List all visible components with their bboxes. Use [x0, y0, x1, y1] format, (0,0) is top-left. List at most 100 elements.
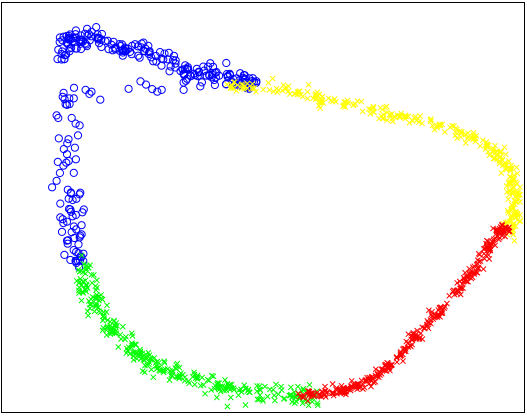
- data-point-circle: [70, 143, 80, 152]
- data-point-x: [341, 386, 348, 393]
- data-point-x: [359, 108, 366, 115]
- data-point-x: [412, 331, 419, 338]
- data-point-x: [161, 366, 168, 373]
- data-point-x: [388, 362, 395, 369]
- data-point-x: [454, 135, 461, 142]
- data-point-x: [80, 289, 87, 296]
- data-point-x: [271, 392, 278, 399]
- data-point-x: [174, 360, 181, 367]
- data-point-x: [238, 81, 245, 88]
- data-point-x: [85, 312, 92, 319]
- data-point-x: [438, 310, 445, 317]
- data-point-circle: [166, 62, 175, 71]
- data-point-x: [240, 81, 247, 88]
- data-point-x: [265, 79, 272, 86]
- data-point-x: [321, 392, 328, 399]
- data-point-circle: [48, 183, 57, 192]
- data-point-x: [505, 179, 512, 186]
- data-point-x: [393, 353, 400, 360]
- data-point-x: [153, 365, 160, 372]
- data-point-x: [294, 91, 301, 98]
- data-point-x: [508, 205, 515, 212]
- data-point-x: [483, 240, 490, 247]
- data-point-x: [161, 358, 168, 365]
- data-point-x: [372, 378, 379, 385]
- data-point-x: [280, 396, 287, 403]
- data-point-x: [350, 101, 357, 108]
- data-point-x: [189, 373, 196, 380]
- data-point-x: [111, 317, 118, 324]
- data-point-x: [254, 382, 260, 389]
- data-point-x: [224, 385, 231, 391]
- data-point-circle: [131, 40, 140, 49]
- data-point-x: [368, 383, 374, 390]
- data-point-x: [179, 371, 186, 378]
- data-point-x: [231, 79, 238, 86]
- data-point-circle: [124, 84, 133, 93]
- data-point-circle: [62, 217, 72, 226]
- data-point-x: [254, 388, 260, 395]
- data-point-circle: [141, 80, 151, 89]
- data-point-x: [453, 126, 460, 133]
- data-point-x: [455, 287, 462, 294]
- data-point-x: [507, 179, 514, 186]
- data-point-x: [285, 83, 292, 90]
- data-point-circle: [121, 44, 130, 53]
- data-point-x: [509, 176, 516, 183]
- data-point-x: [472, 135, 479, 142]
- data-point-circle: [134, 51, 143, 60]
- data-point-x: [352, 100, 359, 107]
- data-point-x: [318, 96, 325, 103]
- data-point-circle: [64, 40, 73, 49]
- data-point-circle: [59, 88, 68, 97]
- data-point-x: [274, 89, 281, 96]
- data-point-x: [400, 358, 406, 365]
- data-point-x: [224, 403, 231, 410]
- data-point-circle: [54, 134, 63, 143]
- data-point-x: [376, 115, 383, 122]
- data-point-circle: [52, 111, 61, 120]
- data-point-circle: [71, 44, 80, 53]
- data-point-x: [194, 372, 201, 379]
- data-point-x: [492, 148, 499, 155]
- data-point-circle: [63, 239, 72, 248]
- data-point-x: [161, 359, 168, 366]
- data-point-x: [447, 124, 454, 131]
- data-point-x: [365, 106, 372, 113]
- data-point-x: [141, 357, 148, 364]
- data-point-x: [492, 242, 499, 249]
- data-point-circle: [69, 222, 79, 231]
- data-point-x: [474, 257, 481, 264]
- data-point-x: [176, 364, 183, 371]
- data-point-x: [510, 223, 517, 230]
- data-point-x: [318, 98, 325, 105]
- data-point-x: [514, 210, 521, 217]
- data-point-x: [484, 143, 491, 150]
- data-point-circle: [210, 80, 219, 90]
- data-point-x: [166, 377, 173, 383]
- data-point-circle: [124, 44, 133, 54]
- data-point-circle: [211, 68, 220, 78]
- data-point-x: [85, 264, 92, 271]
- data-point-x: [490, 145, 497, 152]
- data-point-x: [477, 142, 484, 149]
- data-point-x: [506, 191, 513, 198]
- data-point-circle: [85, 36, 94, 45]
- data-point-x: [465, 278, 471, 285]
- data-point-x: [305, 81, 312, 88]
- data-point-x: [314, 400, 321, 407]
- data-point-x: [463, 278, 470, 285]
- data-point-circle: [97, 29, 107, 39]
- data-point-x: [90, 272, 97, 278]
- data-point-x: [511, 237, 518, 244]
- data-point-circle: [148, 85, 157, 94]
- data-point-x: [93, 277, 100, 284]
- data-point-circle: [93, 34, 102, 43]
- data-point-circle: [77, 221, 86, 230]
- data-point-x: [413, 117, 420, 124]
- data-point-x: [285, 88, 292, 95]
- data-point-x: [230, 85, 236, 92]
- data-point-circle: [153, 87, 162, 96]
- data-point-circle: [152, 57, 161, 66]
